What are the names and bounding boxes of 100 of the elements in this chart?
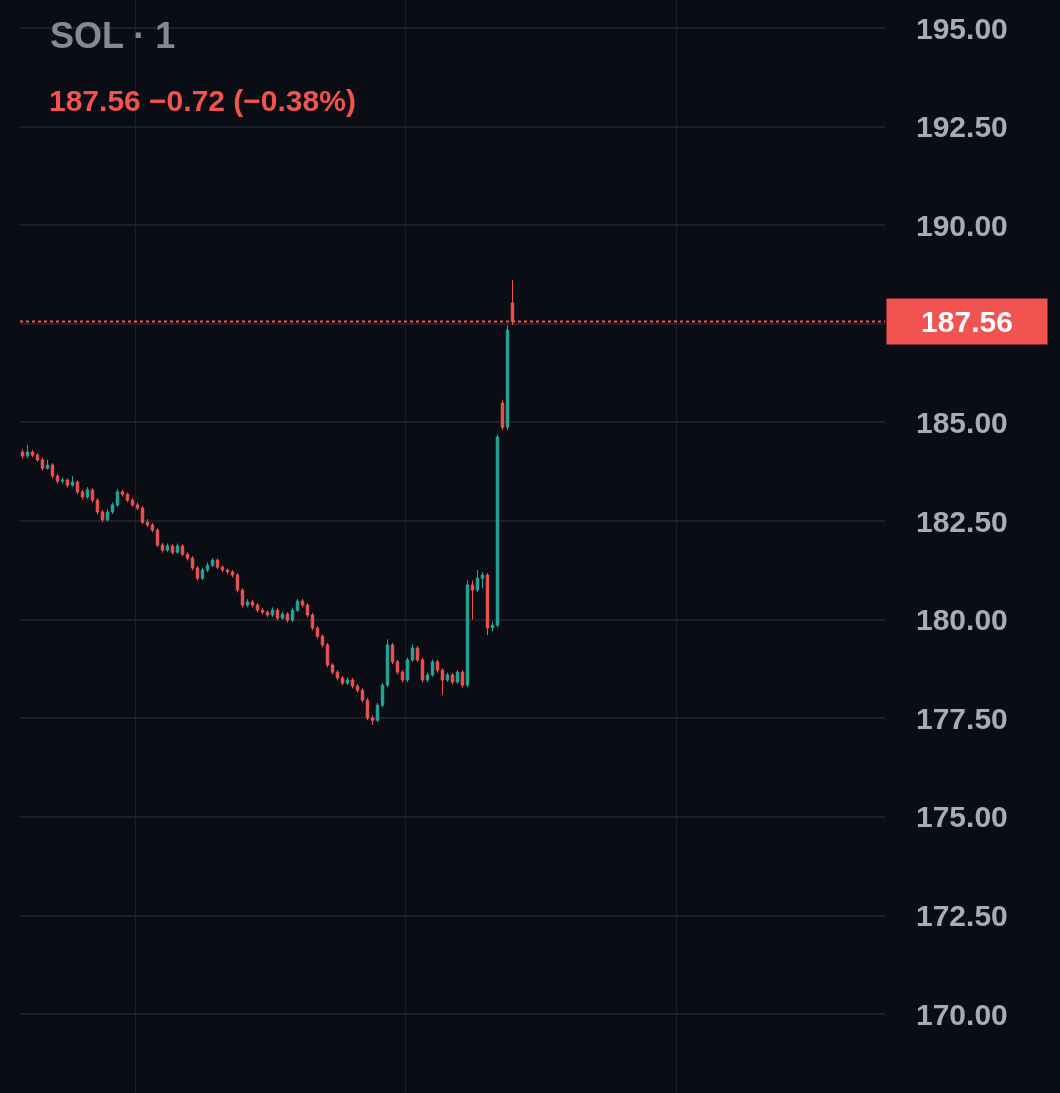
candlestick (370, 714, 375, 726)
candlestick (320, 633, 325, 648)
candlestick (85, 486, 90, 500)
candlestick (395, 659, 400, 675)
candlestick (35, 452, 40, 463)
y-tick-label: 177.50 (916, 701, 1008, 735)
y-tick-label: 182.50 (916, 504, 1008, 538)
candlestick (500, 399, 505, 431)
candlestick (60, 477, 65, 484)
chart-title: SOL · 1 (50, 14, 176, 56)
candlestick (80, 489, 85, 500)
candlestick (195, 565, 200, 582)
candlestick (40, 457, 45, 472)
candlestick (245, 598, 250, 608)
candlestick (175, 543, 180, 555)
candlestick (340, 675, 345, 687)
candlestick (90, 487, 95, 504)
candlestick (225, 567, 230, 575)
candlestick (460, 669, 465, 689)
candlestick (455, 669, 460, 685)
candlestick (25, 444, 30, 459)
candlestick (255, 602, 260, 614)
candlestick (360, 687, 365, 703)
candlestick (350, 677, 355, 689)
candlestick (470, 579, 475, 621)
candlestick (220, 564, 225, 573)
candlestick (30, 449, 35, 458)
candlestick (250, 599, 255, 608)
candlestick (315, 625, 320, 640)
candlestick (355, 683, 360, 694)
candlestick (200, 567, 205, 581)
candlestick (390, 642, 395, 665)
candlestick (415, 645, 420, 663)
candlestick (490, 621, 495, 632)
candlestick (50, 462, 55, 479)
candlestick (335, 669, 340, 681)
candlestick (290, 607, 295, 623)
candlestick (260, 607, 265, 616)
candlestick (280, 611, 285, 621)
candlestick (165, 543, 170, 553)
candlestick (185, 551, 190, 561)
candlestick (440, 667, 445, 696)
candlestick (435, 659, 440, 674)
y-tick-label: 180.00 (916, 603, 1008, 637)
candlestick (420, 657, 425, 683)
candlestick (100, 509, 105, 523)
candlestick (285, 611, 290, 623)
candlestick (240, 587, 245, 608)
candlestick (235, 572, 240, 593)
candlestick (485, 572, 490, 636)
candlestick (105, 508, 110, 522)
candlestick (385, 638, 390, 688)
candlestick (130, 497, 135, 508)
candlestick (140, 505, 145, 525)
candlestick (430, 659, 435, 678)
candlestick (70, 475, 75, 488)
candlestick (110, 502, 115, 515)
candlestick (55, 473, 60, 485)
candlestick (215, 558, 220, 570)
y-tick-label: 175.00 (916, 800, 1008, 834)
candlestick (265, 609, 270, 618)
candlestick (365, 697, 370, 721)
candlestick (190, 555, 195, 571)
candlestick (45, 459, 50, 471)
candlestick (305, 602, 310, 618)
candlestick (210, 557, 215, 568)
ref-line-label: 187.56 (921, 305, 1013, 338)
candlestick (400, 669, 405, 683)
candlestick (115, 488, 120, 508)
y-tick-label: 170.00 (916, 997, 1008, 1031)
y-tick-label: 192.50 (916, 110, 1008, 144)
candlestick (170, 543, 175, 556)
candlestick (405, 657, 410, 683)
y-tick-label: 172.50 (916, 899, 1008, 932)
candlestick (20, 448, 25, 460)
y-tick-label: 185.00 (916, 405, 1008, 439)
candlestick (480, 571, 485, 589)
text: 187.56 −0.72 (−0.38%) (49, 84, 356, 117)
candlestick (205, 561, 210, 573)
candlestick (230, 569, 235, 578)
candlestick (295, 598, 300, 613)
candlestick (180, 543, 185, 557)
candlestick (330, 662, 335, 675)
candlestick (310, 612, 315, 631)
candlestick (450, 672, 455, 685)
candlestick (410, 643, 415, 663)
candlestick (155, 527, 160, 548)
y-tick-label: 190.00 (916, 208, 1008, 242)
candlestick (475, 569, 480, 593)
candlestick (75, 479, 80, 495)
y-tick-label: 195.00 (916, 11, 1008, 45)
candlestick (275, 607, 280, 621)
candlestick (160, 542, 165, 554)
candlestick (150, 522, 155, 533)
candlestick (425, 672, 430, 683)
candlestick (445, 672, 450, 683)
candlestick (145, 518, 150, 528)
candlestick (300, 598, 305, 608)
candlestick (65, 477, 70, 489)
candlestick (270, 606, 275, 618)
